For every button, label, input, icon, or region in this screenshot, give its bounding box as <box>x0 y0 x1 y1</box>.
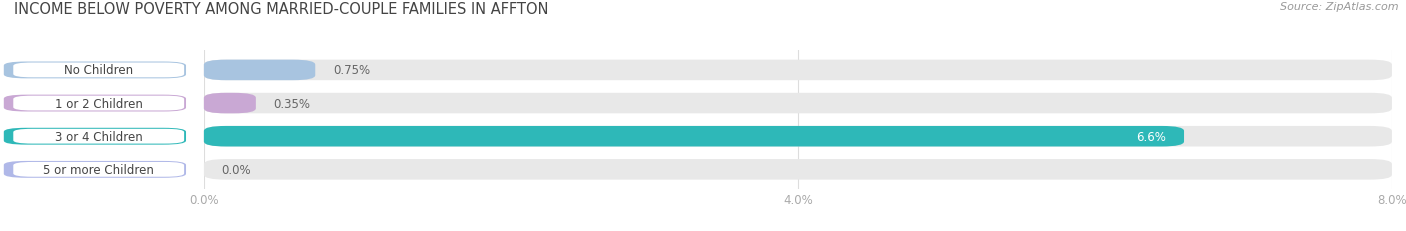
FancyBboxPatch shape <box>204 60 1392 81</box>
FancyBboxPatch shape <box>204 93 256 114</box>
Text: 0.75%: 0.75% <box>333 64 370 77</box>
Text: 0.0%: 0.0% <box>222 163 252 176</box>
FancyBboxPatch shape <box>13 162 184 177</box>
FancyBboxPatch shape <box>204 126 1184 147</box>
FancyBboxPatch shape <box>4 95 186 112</box>
FancyBboxPatch shape <box>13 96 184 111</box>
Text: 0.35%: 0.35% <box>274 97 311 110</box>
FancyBboxPatch shape <box>13 63 184 78</box>
Text: 3 or 4 Children: 3 or 4 Children <box>55 130 142 143</box>
FancyBboxPatch shape <box>204 159 1392 180</box>
FancyBboxPatch shape <box>204 126 1392 147</box>
Text: 5 or more Children: 5 or more Children <box>44 163 155 176</box>
FancyBboxPatch shape <box>4 62 186 79</box>
FancyBboxPatch shape <box>13 129 184 144</box>
Text: No Children: No Children <box>65 64 134 77</box>
Text: 6.6%: 6.6% <box>1136 130 1166 143</box>
FancyBboxPatch shape <box>204 93 1392 114</box>
FancyBboxPatch shape <box>4 128 186 145</box>
Text: Source: ZipAtlas.com: Source: ZipAtlas.com <box>1281 2 1399 12</box>
FancyBboxPatch shape <box>4 161 186 178</box>
FancyBboxPatch shape <box>204 60 315 81</box>
Text: INCOME BELOW POVERTY AMONG MARRIED-COUPLE FAMILIES IN AFFTON: INCOME BELOW POVERTY AMONG MARRIED-COUPL… <box>14 2 548 17</box>
Text: 1 or 2 Children: 1 or 2 Children <box>55 97 142 110</box>
